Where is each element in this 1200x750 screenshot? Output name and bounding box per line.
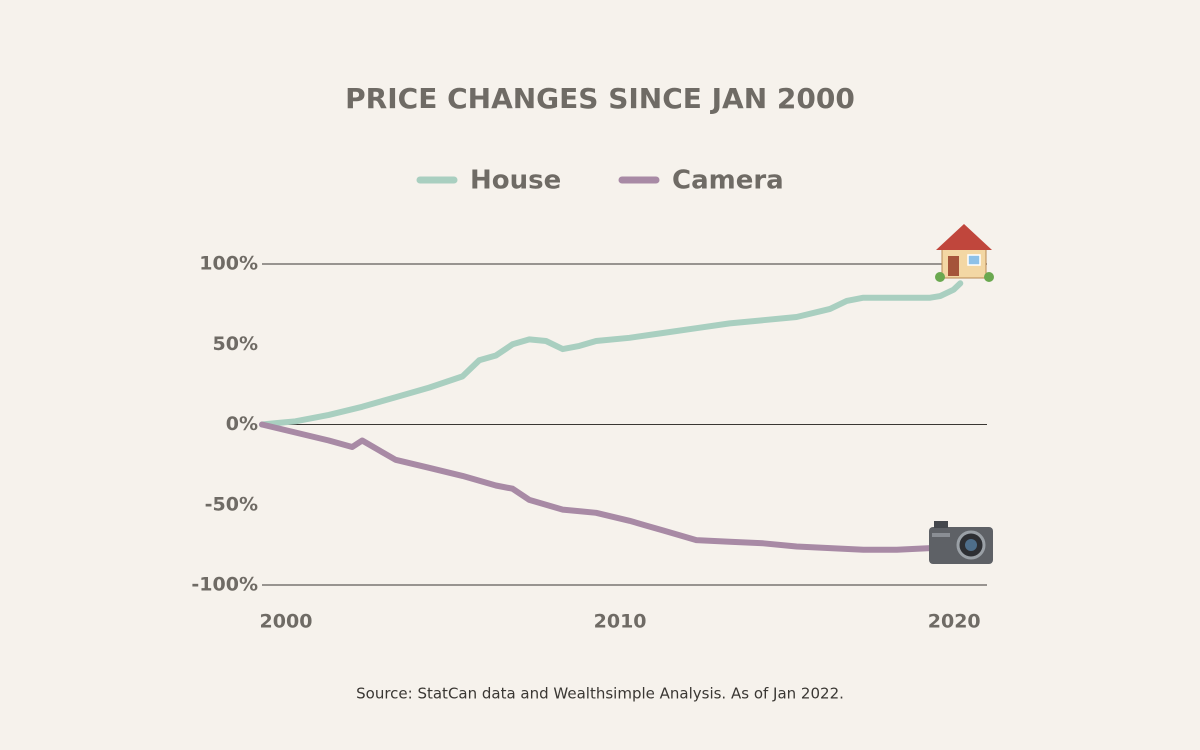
y-tick-label: -100% <box>191 574 258 596</box>
series-line <box>259 421 964 553</box>
camera-icon <box>929 521 993 564</box>
x-tick-label: 2010 <box>594 611 647 633</box>
source-note: Source: StatCan data and Wealthsimple An… <box>356 685 844 703</box>
y-tick-label: 0% <box>226 413 258 435</box>
y-tick-label: -50% <box>205 493 258 515</box>
series-line <box>259 280 964 428</box>
legend-label: Camera <box>672 166 784 196</box>
chart-title: PRICE CHANGES SINCE JAN 2000 <box>345 82 855 115</box>
y-tick-label: 100% <box>199 253 258 275</box>
x-tick-label: 2020 <box>928 611 981 633</box>
legend-label: House <box>470 166 561 196</box>
house-icon <box>935 224 994 282</box>
x-tick-label: 2000 <box>260 611 313 633</box>
y-tick-label: 50% <box>213 333 258 355</box>
